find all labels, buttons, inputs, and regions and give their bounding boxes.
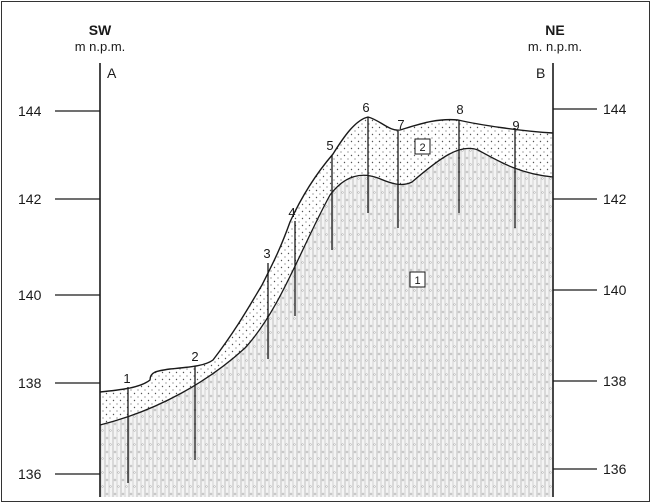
- borehole-label: 9: [512, 118, 519, 133]
- unit-2-label-box: 2: [414, 138, 431, 155]
- left-point-label: A: [107, 65, 117, 81]
- unit-1-bedrock: [100, 148, 553, 497]
- unit-1-label-box: 1: [409, 271, 426, 288]
- borehole-label: 8: [456, 102, 463, 117]
- right-unit-label: m. n.p.m.: [528, 39, 582, 54]
- left-elevation-axis: 144 142 140 138 136: [18, 63, 101, 497]
- ground-surface-line: [99, 116, 554, 393]
- right-direction-label: NE: [545, 22, 564, 38]
- left-tick-label: 142: [18, 191, 42, 207]
- borehole-label: 2: [191, 349, 198, 364]
- boreholes: [127, 117, 516, 483]
- borehole-labels: 1 2 3 4 5 6 7 8 9: [123, 100, 519, 386]
- right-tick-label: 142: [603, 191, 627, 207]
- right-tick-label: 144: [603, 101, 627, 117]
- left-direction-label: SW: [89, 22, 112, 38]
- borehole-label: 3: [263, 246, 270, 261]
- left-tick-label: 136: [18, 466, 42, 482]
- borehole-label: 5: [326, 138, 333, 153]
- right-tick-label: 140: [603, 282, 627, 298]
- borehole-label: 4: [288, 205, 295, 220]
- right-tick-label: 136: [603, 461, 627, 477]
- unit-1-label: 1: [414, 275, 420, 287]
- unit-2-cover: [100, 117, 553, 425]
- left-tick-label: 144: [18, 103, 42, 119]
- left-tick-label: 140: [18, 287, 42, 303]
- left-unit-label: m n.p.m.: [75, 39, 126, 54]
- unit-boundary-line: [99, 147, 554, 426]
- right-point-label: B: [536, 65, 545, 81]
- left-tick-label: 138: [18, 375, 42, 391]
- unit-2-label: 2: [419, 142, 425, 154]
- borehole-label: 1: [123, 371, 130, 386]
- borehole-label: 7: [397, 117, 404, 132]
- right-elevation-axis: 144 142 140 138 136: [552, 63, 627, 497]
- right-header: NE m. n.p.m. B: [528, 22, 582, 81]
- right-tick-label: 138: [603, 373, 627, 389]
- borehole-label: 6: [362, 100, 369, 115]
- left-header: SW m n.p.m. A: [75, 22, 126, 81]
